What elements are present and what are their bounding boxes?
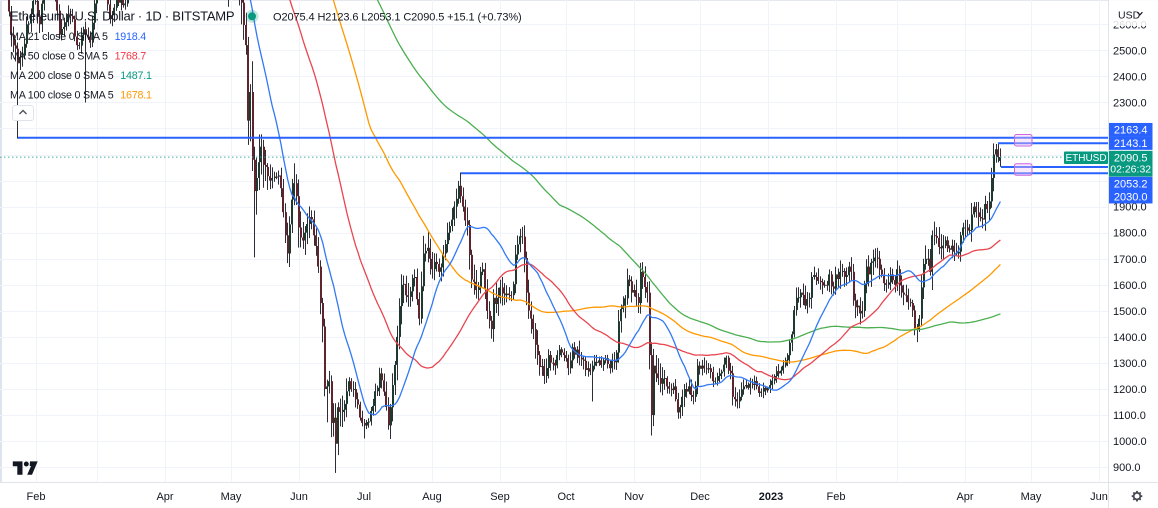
svg-text:Nov: Nov xyxy=(624,491,644,503)
svg-text:1400.0: 1400.0 xyxy=(1113,332,1147,344)
svg-text:Jul: Jul xyxy=(357,491,371,503)
svg-text:Aug: Aug xyxy=(422,491,442,503)
svg-text:Dec: Dec xyxy=(690,491,710,503)
svg-text:MA 100 close 0 SMA 5 1678.1: MA 100 close 0 SMA 5 1678.1 xyxy=(10,90,152,102)
svg-text:1000.0: 1000.0 xyxy=(1113,436,1147,448)
svg-text:Apr: Apr xyxy=(956,491,973,503)
svg-text:1200.0: 1200.0 xyxy=(1113,384,1147,396)
svg-text:MA 50 close 0 SMA 5 1768.7: MA 50 close 0 SMA 5 1768.7 xyxy=(10,51,146,63)
svg-text:1800.0: 1800.0 xyxy=(1113,228,1147,240)
svg-text:Apr: Apr xyxy=(156,491,173,503)
svg-text:MA 200 close 0 SMA 5 1487.1: MA 200 close 0 SMA 5 1487.1 xyxy=(10,70,152,82)
svg-text:O2075.4 H2123.6 L2053.1 C2090.: O2075.4 H2123.6 L2053.1 C2090.5 +15.1 (+… xyxy=(273,12,522,24)
svg-text:USD: USD xyxy=(1118,10,1141,22)
svg-text:Ethereum / U.S. Dollar · 1D ·: Ethereum / U.S. Dollar · 1D · BITSTAMP xyxy=(10,9,234,24)
svg-text:Oct: Oct xyxy=(557,491,574,503)
svg-text:1600.0: 1600.0 xyxy=(1113,280,1147,292)
svg-text:Sep: Sep xyxy=(490,491,510,503)
svg-text:MA 21 close 0 SMA 5 1918.4: MA 21 close 0 SMA 5 1918.4 xyxy=(10,31,146,43)
svg-text:ETHUSD: ETHUSD xyxy=(1065,153,1106,164)
svg-text:1700.0: 1700.0 xyxy=(1113,254,1147,266)
svg-text:1500.0: 1500.0 xyxy=(1113,306,1147,318)
svg-text:2143.1: 2143.1 xyxy=(1114,138,1148,150)
svg-text:Jun: Jun xyxy=(290,491,308,503)
svg-text:2030.0: 2030.0 xyxy=(1114,192,1148,204)
svg-text:1100.0: 1100.0 xyxy=(1113,410,1146,422)
svg-text:2500.0: 2500.0 xyxy=(1113,45,1147,57)
svg-text:2163.4: 2163.4 xyxy=(1114,125,1148,137)
svg-text:1900.0: 1900.0 xyxy=(1113,202,1147,214)
svg-text:Feb: Feb xyxy=(827,491,846,503)
svg-text:Feb: Feb xyxy=(27,491,46,503)
svg-text:2023: 2023 xyxy=(759,491,783,503)
svg-text:2400.0: 2400.0 xyxy=(1113,71,1147,83)
svg-text:2300.0: 2300.0 xyxy=(1113,98,1147,110)
svg-text:1300.0: 1300.0 xyxy=(1113,358,1147,370)
svg-text:02:26:32: 02:26:32 xyxy=(1110,164,1151,176)
svg-text:May: May xyxy=(1021,491,1042,503)
svg-text:May: May xyxy=(221,491,242,503)
svg-text:Jun: Jun xyxy=(1090,491,1108,503)
svg-text:2053.2: 2053.2 xyxy=(1114,179,1148,191)
svg-text:900.0: 900.0 xyxy=(1113,462,1141,474)
svg-text:2090.5: 2090.5 xyxy=(1114,153,1148,165)
